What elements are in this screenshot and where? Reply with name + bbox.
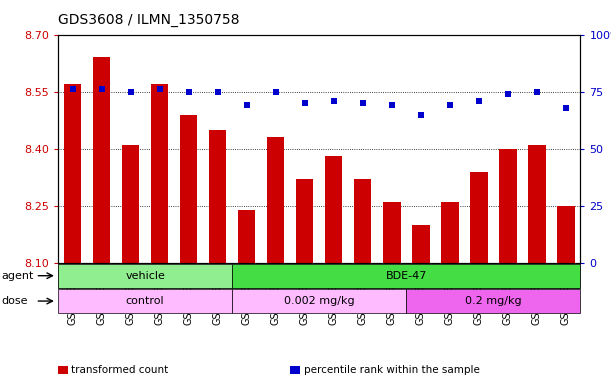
Point xyxy=(445,102,455,108)
Point xyxy=(271,89,280,95)
Point xyxy=(126,89,136,95)
Bar xyxy=(383,202,401,263)
Point xyxy=(97,86,106,93)
Point xyxy=(184,89,194,95)
Point xyxy=(68,86,78,93)
Point xyxy=(532,89,542,95)
Text: BDE-47: BDE-47 xyxy=(386,271,427,281)
Text: dose: dose xyxy=(2,296,28,306)
Point xyxy=(358,100,368,106)
Bar xyxy=(557,206,574,263)
Text: vehicle: vehicle xyxy=(125,271,165,281)
Bar xyxy=(267,137,285,263)
Bar xyxy=(470,172,488,263)
Bar xyxy=(441,202,458,263)
Bar xyxy=(528,145,546,263)
Bar xyxy=(122,145,139,263)
Point xyxy=(561,104,571,111)
Point xyxy=(416,111,426,118)
Bar xyxy=(296,179,313,263)
Text: 0.2 mg/kg: 0.2 mg/kg xyxy=(465,296,522,306)
Bar xyxy=(93,57,110,263)
Bar xyxy=(354,179,371,263)
Text: agent: agent xyxy=(2,271,34,281)
Bar xyxy=(325,156,342,263)
Text: 0.002 mg/kg: 0.002 mg/kg xyxy=(284,296,354,306)
Bar xyxy=(412,225,430,263)
Point xyxy=(300,100,310,106)
Bar xyxy=(238,210,255,263)
Point xyxy=(329,98,338,104)
Bar xyxy=(499,149,516,263)
Text: control: control xyxy=(126,296,164,306)
Point xyxy=(387,102,397,108)
Point xyxy=(503,91,513,97)
Bar xyxy=(151,84,169,263)
Text: percentile rank within the sample: percentile rank within the sample xyxy=(304,365,480,375)
Bar xyxy=(180,114,197,263)
Text: GDS3608 / ILMN_1350758: GDS3608 / ILMN_1350758 xyxy=(58,13,240,27)
Text: transformed count: transformed count xyxy=(71,365,169,375)
Point xyxy=(242,102,252,108)
Point xyxy=(155,86,164,93)
Bar xyxy=(64,84,81,263)
Bar xyxy=(209,130,226,263)
Point xyxy=(213,89,222,95)
Point xyxy=(474,98,484,104)
